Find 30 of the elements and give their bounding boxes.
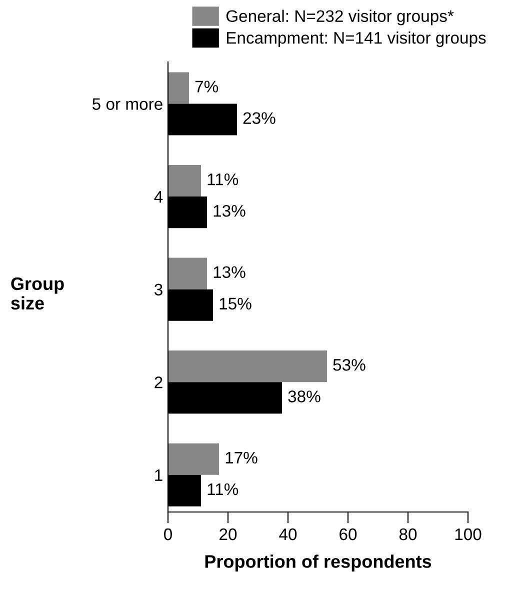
x-axis-title: Proportion of respondents <box>205 554 432 572</box>
y-tick-label: 1 <box>155 469 162 481</box>
data-label: 13% <box>214 266 246 278</box>
bar <box>168 350 327 382</box>
data-label: 53% <box>333 359 366 371</box>
x-tick-label: 100 <box>455 528 482 540</box>
x-tick-label: 0 <box>164 528 172 540</box>
bar <box>168 258 207 290</box>
bar <box>168 164 201 197</box>
data-label: 15% <box>220 298 252 310</box>
data-label: 13% <box>214 204 246 217</box>
x-tick-label: 20 <box>220 528 237 540</box>
y-tick-label: 3 <box>154 284 162 296</box>
y-axis-title: Group size <box>11 277 64 310</box>
y-tick-label: 5 or more <box>92 98 162 110</box>
y-tick-label: 2 <box>154 376 162 388</box>
bar <box>168 443 219 475</box>
data-label: 23% <box>243 112 276 124</box>
x-tick-label: 80 <box>399 528 417 540</box>
legend-label: General: N=232 visitor groups* <box>226 10 454 26</box>
data-label: 11% <box>208 483 238 496</box>
y-tick-label: 4 <box>154 191 163 203</box>
data-label: 17% <box>226 452 258 464</box>
x-tick-label: 40 <box>279 528 297 540</box>
bar <box>168 72 189 104</box>
data-label: 7% <box>195 80 218 92</box>
x-tick-label: 60 <box>340 528 357 540</box>
data-label: 38% <box>288 390 320 402</box>
legend-label: Encampment: N=141 visitor groups <box>226 32 486 48</box>
data-label: 11% <box>208 174 238 186</box>
